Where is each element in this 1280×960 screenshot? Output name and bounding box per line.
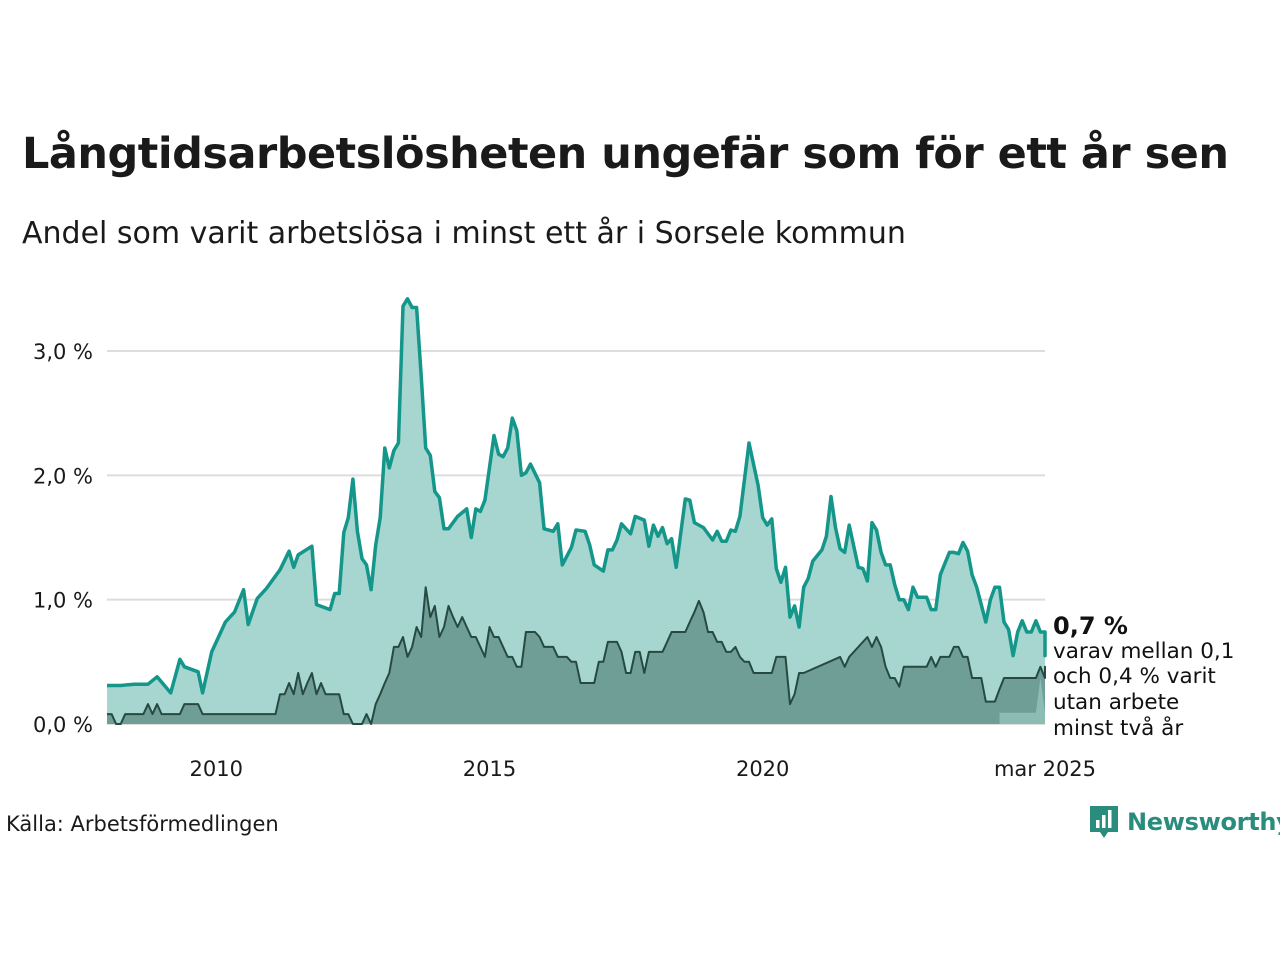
line-long-series <box>107 586 1046 725</box>
brand-logo[interactable]: Newsworthy <box>1088 804 1280 840</box>
end-note-line-1: varav mellan 0,1 <box>1053 639 1234 664</box>
y-tick-label: 2,0 % <box>33 464 93 488</box>
chart-subtitle: Andel som varit arbetslösa i minst ett å… <box>22 216 906 251</box>
x-tick-label: 2020 <box>736 757 789 781</box>
chart-title: Långtidsarbetslösheten ungefär som för e… <box>22 129 1229 179</box>
end-note-line-4: minst två år <box>1053 715 1183 741</box>
y-tick-label: 3,0 % <box>33 340 93 364</box>
source-note: Källa: Arbetsförmedlingen <box>6 812 279 836</box>
y-tick-label: 0,0 % <box>33 713 93 737</box>
newsworthy-logo-icon <box>1090 806 1118 838</box>
x-tick-label: 2015 <box>463 757 516 781</box>
area-long-min-fill <box>999 678 1045 724</box>
end-value-label: 0,7 % <box>1053 612 1128 640</box>
area-long-fill <box>107 587 1045 724</box>
end-annotation: 0,7 % varav mellan 0,1 och 0,4 % varit u… <box>1053 612 1234 741</box>
y-axis-ticks: 0,0 % 1,0 % 2,0 % 3,0 % <box>33 340 93 737</box>
x-tick-label: 2010 <box>190 757 243 781</box>
y-tick-label: 1,0 % <box>33 589 93 613</box>
x-axis-ticks: 2010 2015 2020 mar 2025 <box>190 757 1096 781</box>
end-note-line-3: utan arbete <box>1053 690 1179 715</box>
end-note-line-2: och 0,4 % varit <box>1053 664 1216 689</box>
line-total-series <box>107 297 1047 695</box>
brand-name: Newsworthy <box>1127 808 1280 836</box>
area-total-fill <box>107 298 1045 724</box>
x-tick-label: mar 2025 <box>994 757 1096 781</box>
